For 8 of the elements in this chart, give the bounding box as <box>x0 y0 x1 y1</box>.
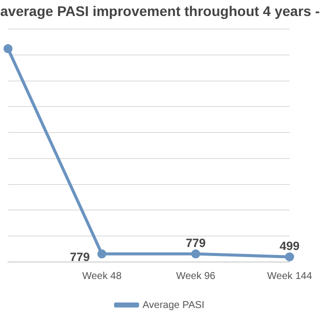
legend-label: Average PASI <box>142 300 204 311</box>
chart-title: average PASI improvement throughout 4 years - <box>0 2 320 21</box>
x-tick-label: Week 48 <box>82 270 122 282</box>
data-label: 499 <box>280 239 300 254</box>
x-tick-label: Week 144 <box>267 270 312 282</box>
x-tick-label: Week 96 <box>176 270 216 282</box>
data-label: 779 <box>70 250 90 264</box>
data-label: 779 <box>186 236 206 250</box>
